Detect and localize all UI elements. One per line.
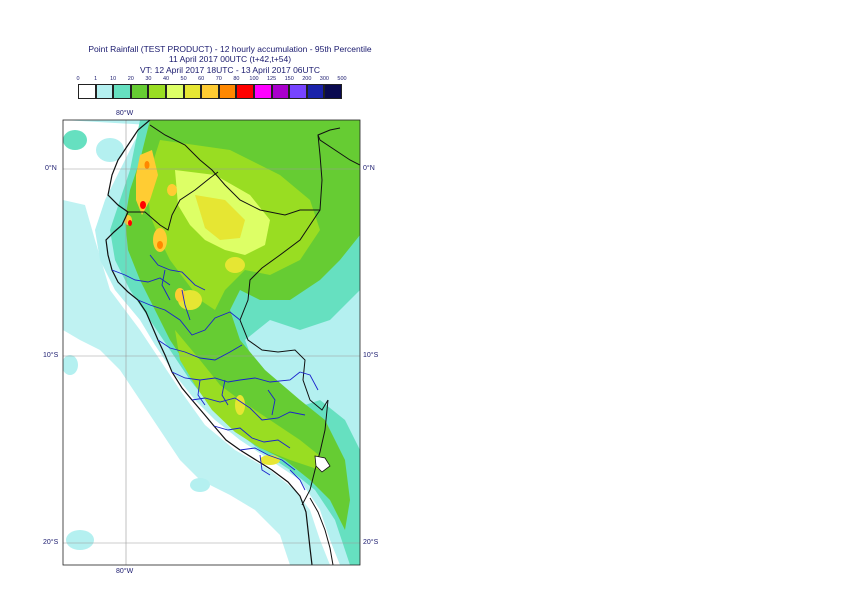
legend-color-swatch — [271, 84, 290, 99]
rain-peak-red — [157, 241, 163, 249]
lake-titicaca — [314, 455, 331, 473]
rain-peak-orange — [136, 150, 158, 215]
legend-color-swatch — [236, 84, 254, 99]
legend-threshold-label: 70 — [215, 76, 222, 82]
rain-peak-red — [128, 220, 132, 226]
rain-core-yellow — [260, 455, 280, 465]
lat-label-10s-left: 10°S — [43, 352, 59, 359]
lat-label-0-right: 0°N — [363, 165, 375, 172]
rain-peak-red — [144, 161, 150, 169]
legend-threshold-label: 100 — [249, 76, 259, 82]
regional-borders — [111, 254, 319, 491]
cyan-patch — [63, 355, 78, 375]
legend-threshold-label: 30 — [145, 76, 152, 82]
teal-patch — [63, 130, 87, 150]
cyan-patch — [190, 478, 210, 492]
lon-label-bottom: 80°W — [116, 568, 134, 575]
lat-label-20s-right: 20°S — [363, 539, 379, 546]
rain-peak-red — [140, 201, 146, 209]
border-venezuela — [317, 134, 360, 166]
lat-label-0-left: 0°N — [45, 165, 57, 172]
border-peru-brazil — [239, 209, 329, 411]
border-colombia — [149, 124, 341, 216]
lon-label-top: 80°W — [116, 110, 134, 117]
legend-threshold-label: 40 — [162, 76, 170, 82]
legend-color-swatch — [166, 84, 184, 99]
legend-color-swatch — [148, 84, 166, 99]
legend-threshold-label: 125 — [267, 76, 277, 82]
legend-threshold-label: 200 — [302, 76, 312, 82]
rain-core-yellow — [235, 395, 245, 415]
lat-label-10s-right: 10°S — [363, 352, 379, 359]
border-chile — [309, 497, 334, 565]
rain-peak-orange — [167, 184, 177, 196]
legend-threshold-label: 50 — [180, 76, 187, 82]
legend-color-swatch — [95, 84, 114, 99]
legend-threshold-label: 10 — [110, 76, 117, 82]
cyan-patch — [96, 138, 124, 162]
rain-peak-orange — [153, 228, 167, 252]
legend-threshold-label: 300 — [319, 76, 329, 82]
legend-threshold-label: 500 — [337, 76, 347, 82]
rain-band-yellowgreen — [175, 330, 325, 470]
coastline — [105, 120, 313, 565]
run-time: 11 April 2017 00UTC (t+42,t+54) — [168, 54, 292, 64]
legend-color-swatch — [218, 84, 237, 99]
map-title: Point Rainfall (TEST PRODUCT) - 12 hourl… — [88, 44, 372, 54]
rain-band-light-sea — [63, 200, 330, 565]
legend-color-swatch — [130, 84, 149, 99]
rain-core-yellow — [225, 257, 245, 273]
legend-color-swatch — [201, 84, 219, 99]
legend-color-swatch — [78, 84, 96, 99]
legend-threshold-label: 60 — [198, 76, 205, 82]
legend-threshold-label: 0 — [76, 76, 80, 82]
legend-color-swatch — [324, 84, 342, 99]
valid-time: VT: 12 April 2017 18UTC - 13 April 2017 … — [139, 65, 320, 75]
legend-threshold-label: 150 — [284, 76, 294, 82]
border-ecuador-peru — [128, 171, 219, 231]
legend-color-swatch — [183, 84, 202, 99]
legend-color-swatch — [254, 84, 272, 99]
legend-color-swatch — [289, 84, 307, 99]
legend-threshold-label: 80 — [233, 76, 240, 82]
legend-threshold-label: 1 — [94, 76, 98, 82]
legend-color-swatch — [113, 84, 131, 99]
legend-threshold-label: 20 — [127, 76, 134, 82]
rain-peak-orange — [175, 288, 185, 302]
cyan-patch — [66, 530, 94, 550]
legend-color-swatch — [306, 84, 325, 99]
map-frame — [62, 119, 361, 566]
lat-label-20s-left: 20°S — [43, 539, 59, 546]
rain-core-yellow — [195, 195, 245, 240]
